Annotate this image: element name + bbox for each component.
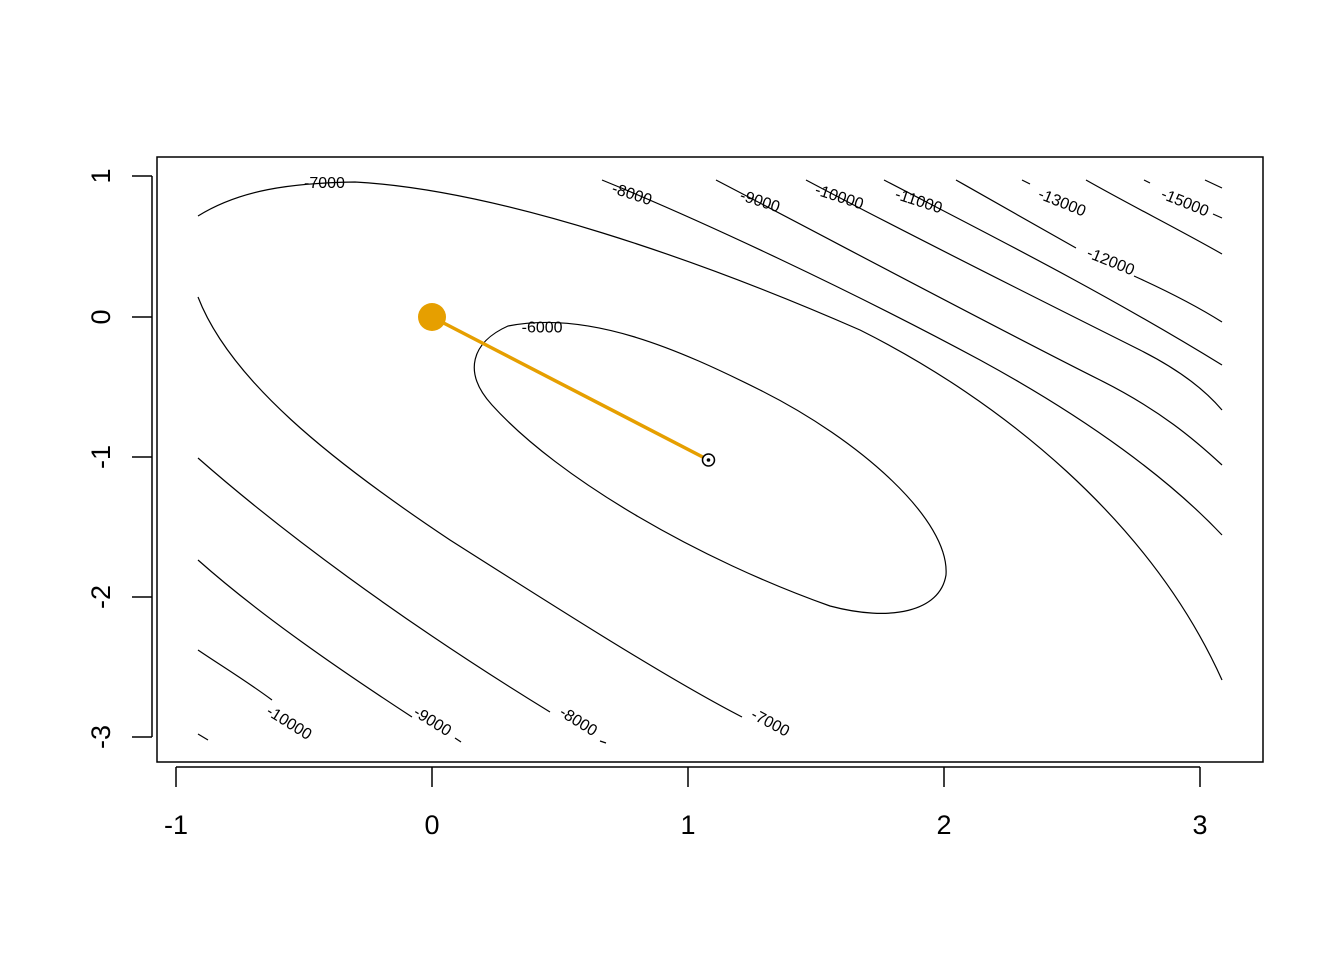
contour-line-15000-c <box>1212 213 1223 219</box>
y-tick-label: -3 <box>86 725 116 749</box>
y-tick-label: 0 <box>86 309 116 324</box>
contour-label: -13000 <box>1036 186 1089 220</box>
contour-line-12000-b <box>1133 275 1223 323</box>
contour-label: -7000 <box>748 706 792 740</box>
contour-line-8000-c <box>599 740 607 744</box>
x-tick-labels: -1 0 1 2 3 <box>164 810 1208 840</box>
contour-lines <box>197 179 1223 744</box>
x-tick-label: 0 <box>424 810 439 840</box>
y-tick-label: -2 <box>86 585 116 609</box>
contour-line-13000 <box>1021 179 1031 185</box>
contour-label: -6000 <box>522 319 563 336</box>
contour-label: -12000 <box>1084 245 1137 279</box>
contour-label: -8000 <box>556 704 600 740</box>
contour-label: -9000 <box>738 187 782 216</box>
contour-label: -10000 <box>813 182 866 214</box>
y-axis <box>132 175 153 738</box>
contour-label: -7000 <box>304 175 345 192</box>
x-axis <box>175 766 1201 787</box>
contour-line-12000-a <box>955 179 1077 249</box>
y-tick-label: 1 <box>86 168 116 183</box>
contour-label: -9000 <box>410 704 454 740</box>
contour-line-14000 <box>1085 179 1223 255</box>
contour-line-7000-b <box>197 296 743 718</box>
x-tick-label: -1 <box>164 810 188 840</box>
contour-line-10000-a <box>805 179 1223 411</box>
contour-line-7000-a <box>197 181 1223 681</box>
optimum-point-center <box>706 458 711 462</box>
plot-border <box>156 156 1264 763</box>
contour-line-9000-b <box>197 559 413 718</box>
contour-line-9000-a <box>715 179 1223 466</box>
y-tick-label: -1 <box>86 445 116 469</box>
y-tick-labels: -3 -2 -1 0 1 <box>86 168 116 749</box>
contour-label: -8000 <box>610 180 654 209</box>
optimization-path <box>418 303 716 467</box>
contour-line-10000-c <box>197 733 209 741</box>
contour-line-6000 <box>473 321 947 614</box>
x-tick-label: 1 <box>680 810 695 840</box>
path-line <box>431 315 710 462</box>
contour-line-8000-b <box>197 457 551 713</box>
contour-label: -15000 <box>1158 186 1211 220</box>
x-tick-label: 3 <box>1192 810 1207 840</box>
contour-line-10000-b <box>197 649 273 701</box>
contour-line-11000 <box>883 179 1223 366</box>
contour-line-15000-a <box>1143 179 1151 184</box>
contour-label: -10000 <box>263 703 314 744</box>
contour-line-9000-c <box>454 737 462 743</box>
x-tick-label: 2 <box>936 810 951 840</box>
contour-line-15000-b <box>1204 179 1223 189</box>
start-point <box>418 303 446 331</box>
contour-labels: -7000 -6000 -8000 -9000 -10000 -11000 -13000 -1… <box>263 175 1211 744</box>
contour-line-8000-a <box>601 179 1223 536</box>
contour-label: -11000 <box>893 186 945 217</box>
